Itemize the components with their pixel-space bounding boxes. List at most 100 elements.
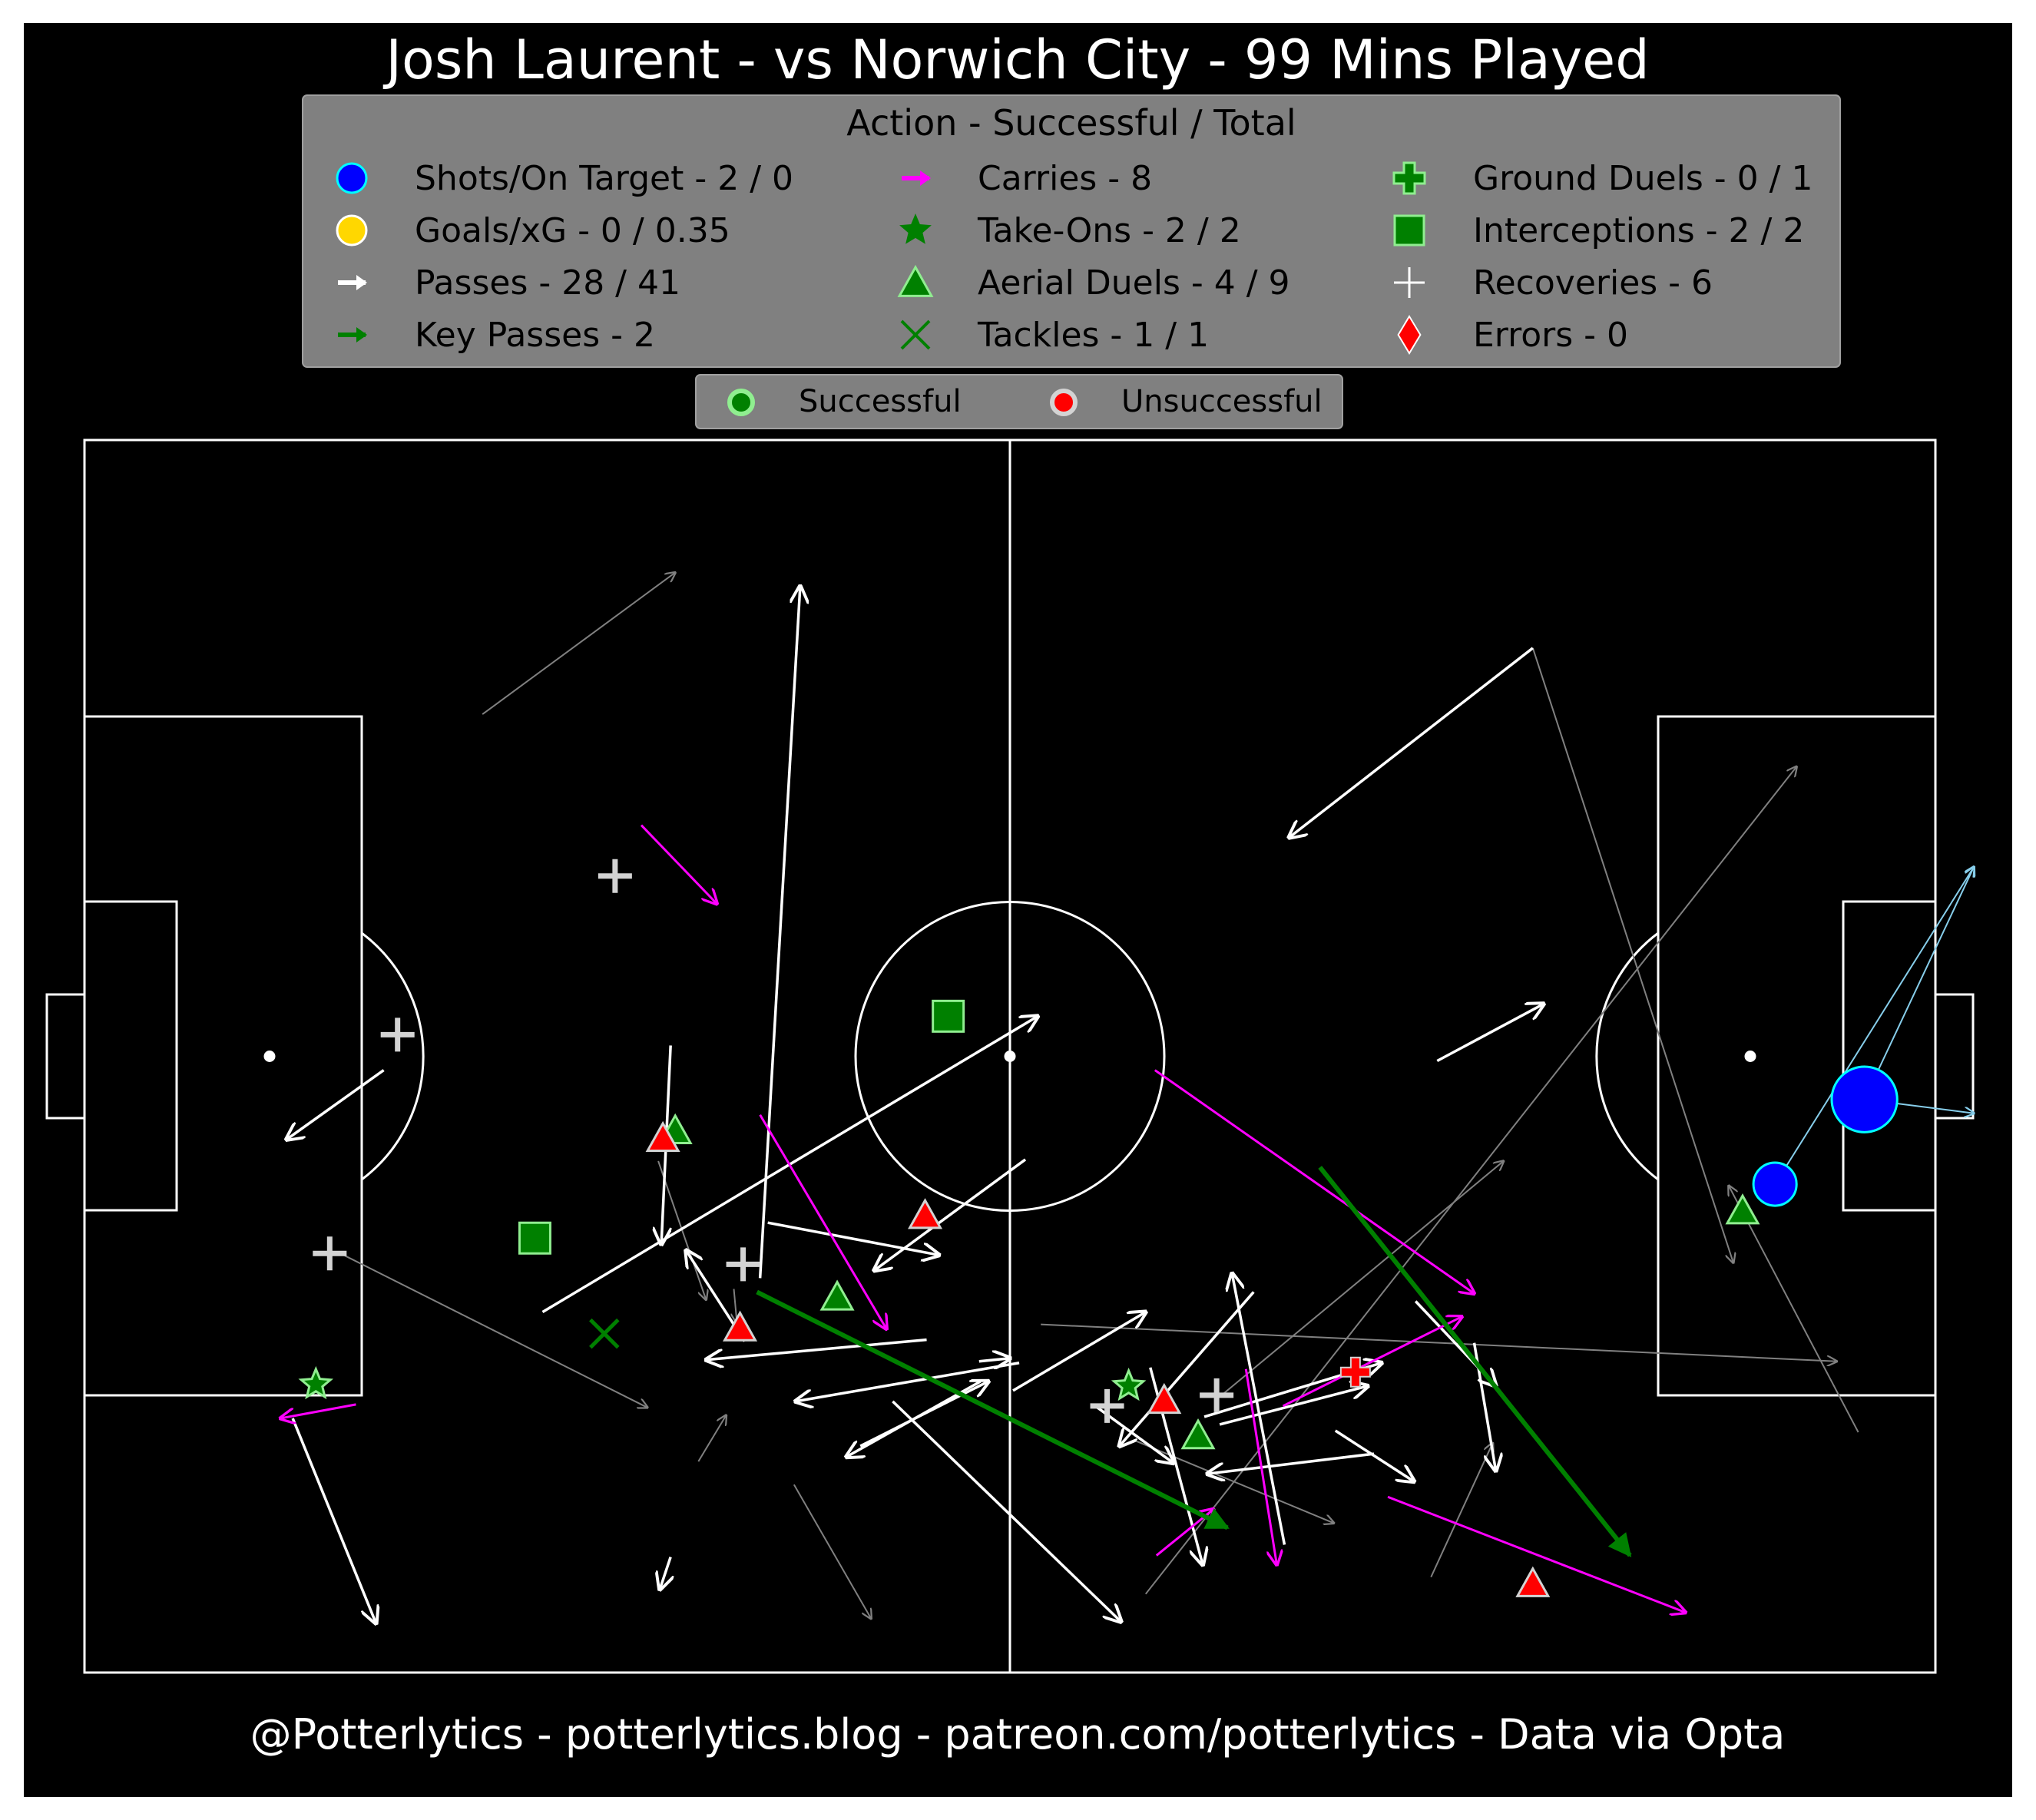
legend-entry: Aerial Duels - 4 / 9 (897, 263, 1290, 303)
shot-trajectory (1863, 867, 1975, 1100)
pass-successful-arrow (291, 1418, 376, 1623)
aerial-duel-marker (1515, 1566, 1551, 1597)
pass-successful-arrow (796, 1362, 1020, 1401)
left-penalty-arc (361, 932, 425, 1181)
legend-entries: Shots/On Target - 2 / 0 Goals/xG - 0 / 0.… (336, 159, 1813, 355)
legend-entry: Ground Duels - 0 / 1 (1392, 159, 1813, 198)
pass-successful-arrow (1120, 1291, 1255, 1446)
aerial-duel-marker (1725, 1193, 1760, 1225)
legend-star-icon (899, 213, 932, 244)
outcome-legend: Successful Unsuccessful (695, 374, 1343, 429)
shot-marker (1830, 1065, 1899, 1133)
pass-successful-arrow (1289, 647, 1534, 838)
legend-label: Shots/On Target - 2 / 0 (415, 159, 793, 198)
pass-unsuccessful-arrow (1531, 647, 1733, 1262)
legend-label: Passes - 28 / 41 (415, 263, 680, 303)
pass-unsuccessful-arrow (793, 1484, 871, 1619)
legend-label: Key Passes - 2 (415, 316, 655, 355)
legend-entry: Errors - 0 (1397, 315, 1628, 355)
aerial-duel-marker (1147, 1382, 1182, 1415)
carry-arrow (1282, 1317, 1462, 1408)
legend-circle-icon (336, 162, 368, 194)
aerial-duel-marker (723, 1310, 758, 1342)
outcome-legend-box (695, 374, 1343, 429)
successful-marker-icon (727, 389, 755, 416)
legend-arrow-icon (356, 275, 367, 290)
centre-spot (1004, 1051, 1016, 1062)
pass-successful-arrow (1012, 1312, 1146, 1392)
key-pass-arrow (756, 1289, 1230, 1530)
ground-duel-marker (1339, 1356, 1371, 1388)
legend-arrow-icon (920, 170, 931, 186)
pass-successful-arrow (660, 1556, 670, 1590)
aerial-duel-marker (1180, 1418, 1216, 1450)
take-on-marker (298, 1365, 334, 1400)
pass-successful-arrow (758, 587, 800, 1279)
pitch (45, 438, 1975, 1674)
legend-arrow-icon (356, 327, 367, 342)
pass-successful-arrow (874, 1158, 1027, 1270)
pass-successful-arrow (978, 1358, 1010, 1362)
legend-label: Aerial Duels - 4 / 9 (978, 263, 1290, 303)
legend-circle-icon (336, 214, 368, 247)
legend-label: Errors - 0 (1473, 316, 1628, 355)
legend-plus-icon (1394, 267, 1425, 298)
take-on-marker (1111, 1367, 1147, 1401)
right-goal (1934, 993, 1975, 1120)
legend-label: Interceptions - 2 / 2 (1473, 211, 1804, 250)
chart-title: Josh Laurent - vs Norwich City - 99 Mins… (382, 28, 1649, 91)
legend-label: Goals/xG - 0 / 0.35 (415, 211, 730, 250)
recovery-marker (1090, 1388, 1124, 1423)
pass-unsuccessful-arrow (1144, 766, 1797, 1595)
key-pass-arrow (1318, 1166, 1632, 1557)
pass-unsuccessful-arrow (1041, 1323, 1836, 1362)
legend-entry: Take-Ons - 2 / 2 (899, 211, 1241, 250)
legend-label: Tackles - 1 / 1 (977, 316, 1209, 355)
events-layer (280, 573, 1974, 1623)
footer-credit: @Potterlytics - potterlytics.blog - patr… (250, 1710, 1786, 1759)
carry-arrow (1387, 1495, 1686, 1612)
pass-unsuccessful-arrow (339, 1252, 647, 1408)
aerial-duel-marker (908, 1198, 943, 1229)
legend-label: Ground Duels - 0 / 1 (1473, 159, 1813, 198)
legend: Action - Successful / Total Shots/On Tar… (302, 94, 1841, 368)
legend-label: Take-Ons - 2 / 2 (977, 211, 1241, 250)
pass-unsuccessful-arrow (697, 1415, 726, 1462)
pass-unsuccessful-arrow (1430, 1443, 1492, 1578)
centre-circle (854, 901, 1166, 1212)
carry-arrow (759, 1114, 887, 1329)
carry-arrow (280, 1403, 356, 1418)
pass-unsuccessful-arrow (482, 573, 675, 715)
pass-successful-arrow (1436, 1004, 1544, 1063)
recovery-marker (313, 1236, 347, 1271)
left-goal (45, 993, 86, 1120)
aerial-duel-marker (819, 1279, 855, 1311)
legend-entry: Key Passes - 2 (338, 316, 655, 355)
unsuccessful-label: Unsuccessful (1121, 384, 1323, 419)
shot-trajectory (1774, 867, 1974, 1185)
pass-unsuccessful-arrow (1729, 1186, 1859, 1433)
interception-marker (932, 999, 965, 1033)
legend-pluscross-icon (1392, 161, 1426, 195)
legend-entry: Recoveries - 6 (1394, 263, 1713, 303)
unsuccessful-marker-icon (1050, 389, 1078, 416)
pass-successful-arrow (706, 1338, 927, 1360)
recovery-marker (726, 1247, 760, 1282)
carry-arrow (1244, 1368, 1276, 1565)
right-penalty-spot (1744, 1051, 1756, 1062)
pass-unsuccessful-arrow (657, 1160, 706, 1300)
tackle-marker (589, 1318, 620, 1349)
pass-successful-arrow (1207, 1452, 1375, 1474)
legend-label: Recoveries - 6 (1473, 263, 1713, 303)
left-penalty-spot (263, 1051, 276, 1062)
pass-successful-arrow (767, 1221, 939, 1255)
pass-successful-arrow (1334, 1429, 1414, 1481)
legend-entry: Goals/xG - 0 / 0.35 (336, 211, 730, 250)
legend-entry: Carries - 8 (902, 159, 1152, 198)
legend-triangle-icon (897, 264, 934, 297)
pass-successful-arrow (286, 1069, 385, 1140)
shot-marker (1752, 1161, 1798, 1207)
recovery-marker (598, 859, 632, 893)
